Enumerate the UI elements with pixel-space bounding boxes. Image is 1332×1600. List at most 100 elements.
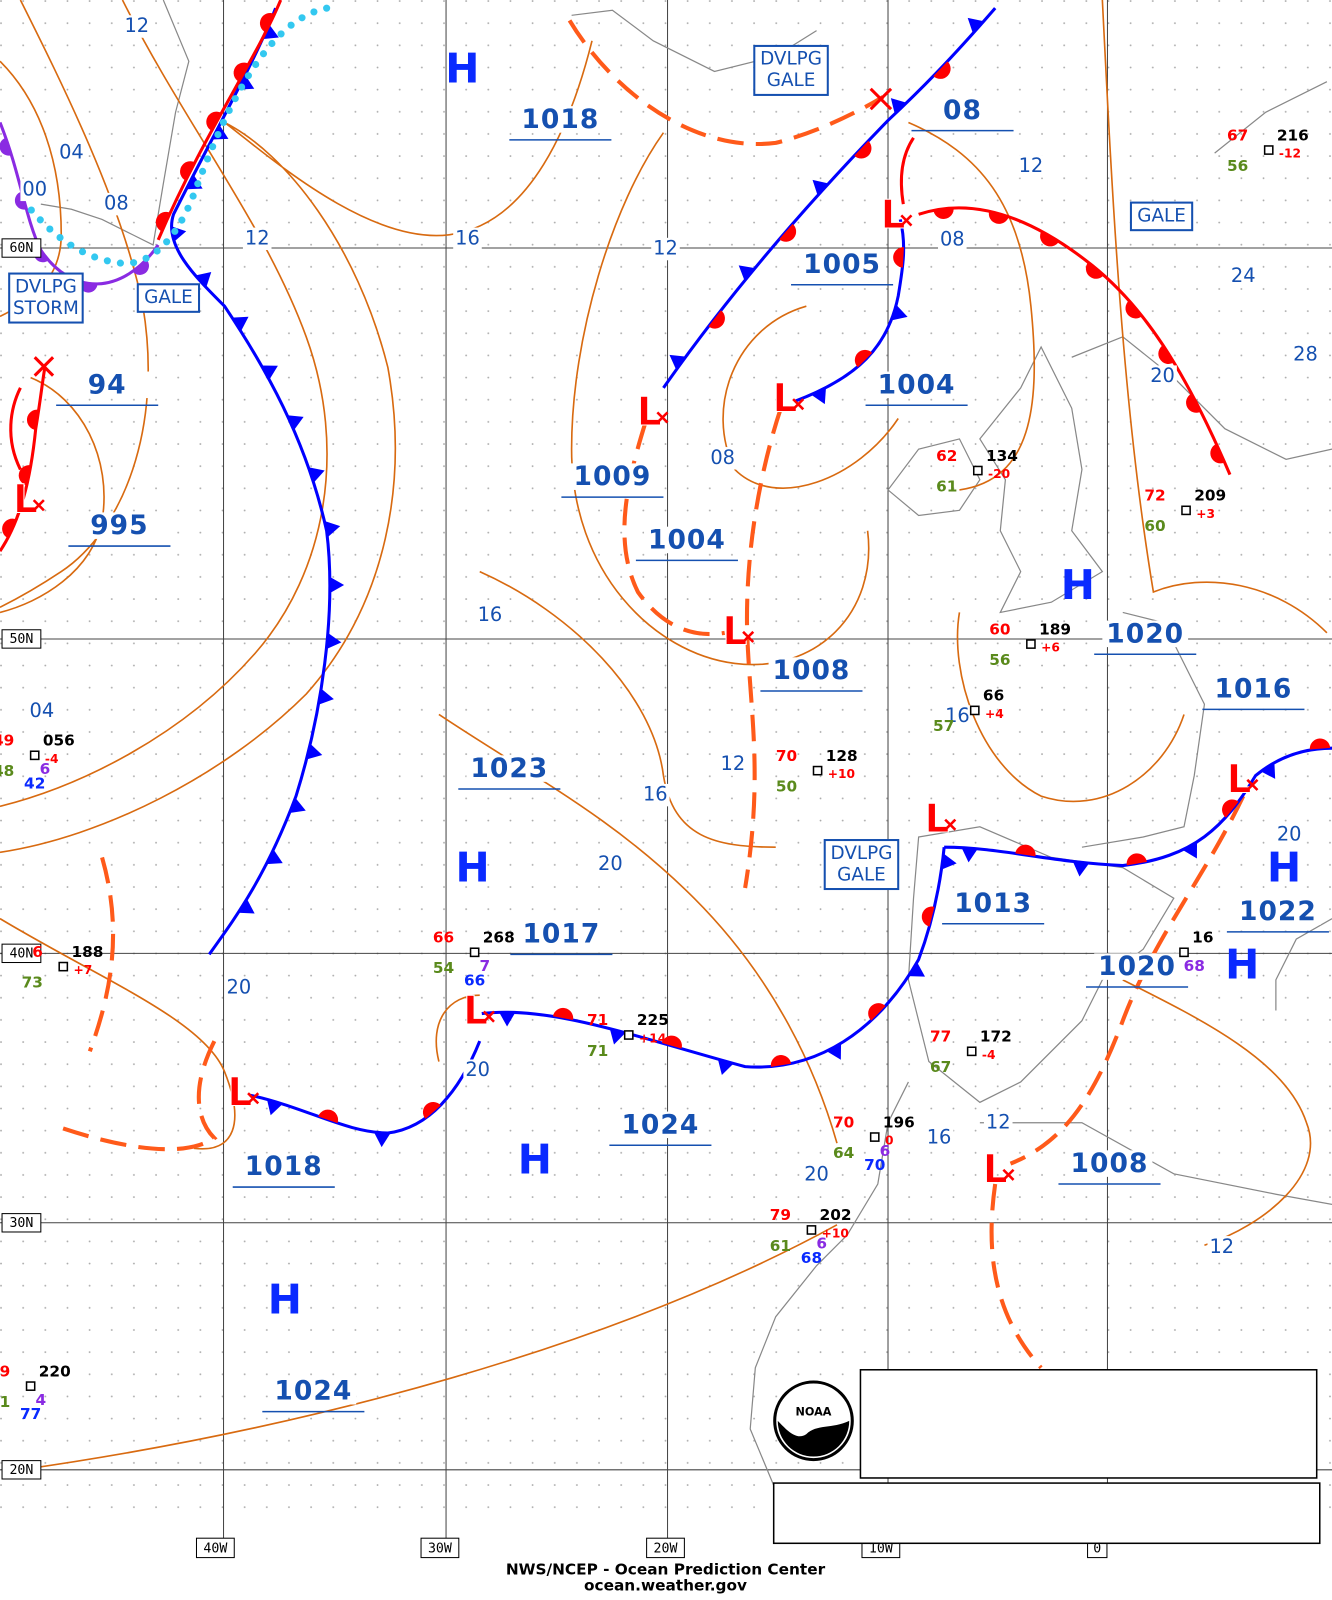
- station-temperature: 6: [32, 943, 43, 961]
- occluded-symbol: [132, 259, 149, 275]
- cold-triangle: [961, 847, 978, 863]
- warm-semicircle: [854, 349, 873, 368]
- label-bg: [1274, 823, 1304, 847]
- label-bg: [1291, 343, 1320, 367]
- low-center: L: [1227, 757, 1252, 802]
- label-bg: [102, 192, 131, 216]
- station-dewpoint: 71: [0, 1393, 10, 1411]
- cold-triangle: [374, 1132, 391, 1148]
- front-symbol: [933, 61, 951, 79]
- station-dewpoint: 56: [1227, 157, 1248, 175]
- warm-semicircle: [770, 1055, 792, 1067]
- station-pressure: 16: [1192, 929, 1213, 947]
- station-pressure: 189: [1039, 620, 1071, 638]
- station-tendency: +7: [73, 963, 92, 977]
- pressure-label: 1008: [1071, 1148, 1149, 1179]
- station-tendency: +6: [1041, 641, 1060, 655]
- warm-semicircle: [1040, 231, 1060, 247]
- pressure-label: 1009: [573, 461, 651, 492]
- label-bg: [1094, 953, 1180, 980]
- front-symbol: [933, 207, 954, 219]
- station-marker: [869, 1132, 880, 1142]
- cold-triangle: [232, 316, 249, 332]
- warm-semicircle: [180, 161, 195, 181]
- station-pressure: 128: [826, 747, 858, 765]
- low-center: L: [723, 609, 748, 654]
- station-extra: 42: [24, 774, 45, 792]
- footer-line: ocean.weather.gov: [584, 1577, 747, 1595]
- front-symbol: [18, 465, 31, 486]
- station-temperature: 70: [833, 1113, 854, 1131]
- station-dewpoint: 61: [936, 477, 957, 495]
- station-dewpoint: 60: [1144, 517, 1165, 535]
- front-symbol: [921, 906, 935, 927]
- label-bg: [983, 1111, 1013, 1134]
- front-symbol: [961, 847, 978, 863]
- front-symbol: [854, 140, 872, 159]
- warning-label: DVLPG: [831, 843, 893, 864]
- front-symbol: [262, 24, 279, 40]
- front-symbol: [318, 1109, 339, 1124]
- isobar-label: 00: [22, 177, 47, 200]
- pressure-label: 1018: [245, 1151, 323, 1182]
- occluded-symbol: [79, 282, 98, 293]
- warm-semicircle: [1309, 738, 1331, 750]
- front-symbol: [26, 409, 39, 430]
- station-dewpoint: 57: [933, 717, 954, 735]
- warning-box: [1129, 201, 1194, 232]
- station-tendency: -20: [988, 467, 1010, 481]
- label-bg: [475, 604, 505, 627]
- front-mixed: [944, 746, 1332, 868]
- front-symbol: [717, 1059, 734, 1076]
- isobar-label: 20: [804, 1162, 829, 1185]
- warm-semicircle: [2, 518, 17, 539]
- low-center: L: [637, 390, 662, 435]
- warm-semicircle: [1125, 300, 1143, 319]
- low-x: [1002, 1168, 1015, 1181]
- front-symbol: [1085, 262, 1104, 279]
- label-bg: [1210, 675, 1297, 703]
- fronts: [0, 0, 1332, 1148]
- front-symbol: [890, 98, 907, 115]
- station-tendency: +3: [1196, 507, 1215, 521]
- front-symbol: [287, 415, 304, 431]
- station-marker: [623, 1030, 634, 1040]
- label-bg: [651, 237, 680, 261]
- station-pressure: 196: [883, 1113, 915, 1131]
- warning-box: [8, 272, 84, 324]
- front-symbol: [324, 521, 341, 538]
- station-pressure: 172: [980, 1028, 1012, 1046]
- station-temperature: 79: [770, 1206, 791, 1224]
- station-pressure: 134: [986, 447, 1018, 465]
- cold-triangle: [329, 576, 345, 594]
- front-symbol: [1072, 861, 1090, 877]
- info-panel: NOAA: [772, 1369, 1321, 1545]
- station-tendency: +10: [828, 767, 855, 781]
- cold-triangle: [318, 688, 334, 705]
- low-x: [247, 1092, 260, 1105]
- label-bg: [518, 920, 605, 948]
- cold-triangle: [326, 632, 342, 650]
- front-symbol: [155, 211, 171, 232]
- pressure-label: 1005: [803, 249, 881, 280]
- front-symbol: [1015, 844, 1036, 857]
- low-x: [482, 1010, 495, 1023]
- pressure-label: 1023: [470, 753, 548, 784]
- logo-text: NOAA: [795, 1406, 831, 1419]
- warm-semicircle: [779, 223, 797, 242]
- track-arrow: [9, 387, 22, 471]
- station-marker: [806, 1225, 817, 1235]
- warm-semicircle: [422, 1102, 441, 1119]
- warning-label: DVLPG: [15, 276, 77, 297]
- label-bg: [718, 753, 748, 776]
- front-symbol: [868, 1003, 886, 1021]
- track-arrow: [899, 136, 915, 205]
- longitude-label: 20W: [654, 1541, 678, 1556]
- pressure-label: 1008: [773, 655, 851, 686]
- label-bg: [270, 1377, 357, 1405]
- front-symbol: [132, 259, 149, 275]
- station-pressure: 209: [1194, 487, 1226, 505]
- station-marker: [1026, 639, 1036, 649]
- front-symbol: [0, 137, 12, 156]
- warm-semicircle: [206, 111, 222, 131]
